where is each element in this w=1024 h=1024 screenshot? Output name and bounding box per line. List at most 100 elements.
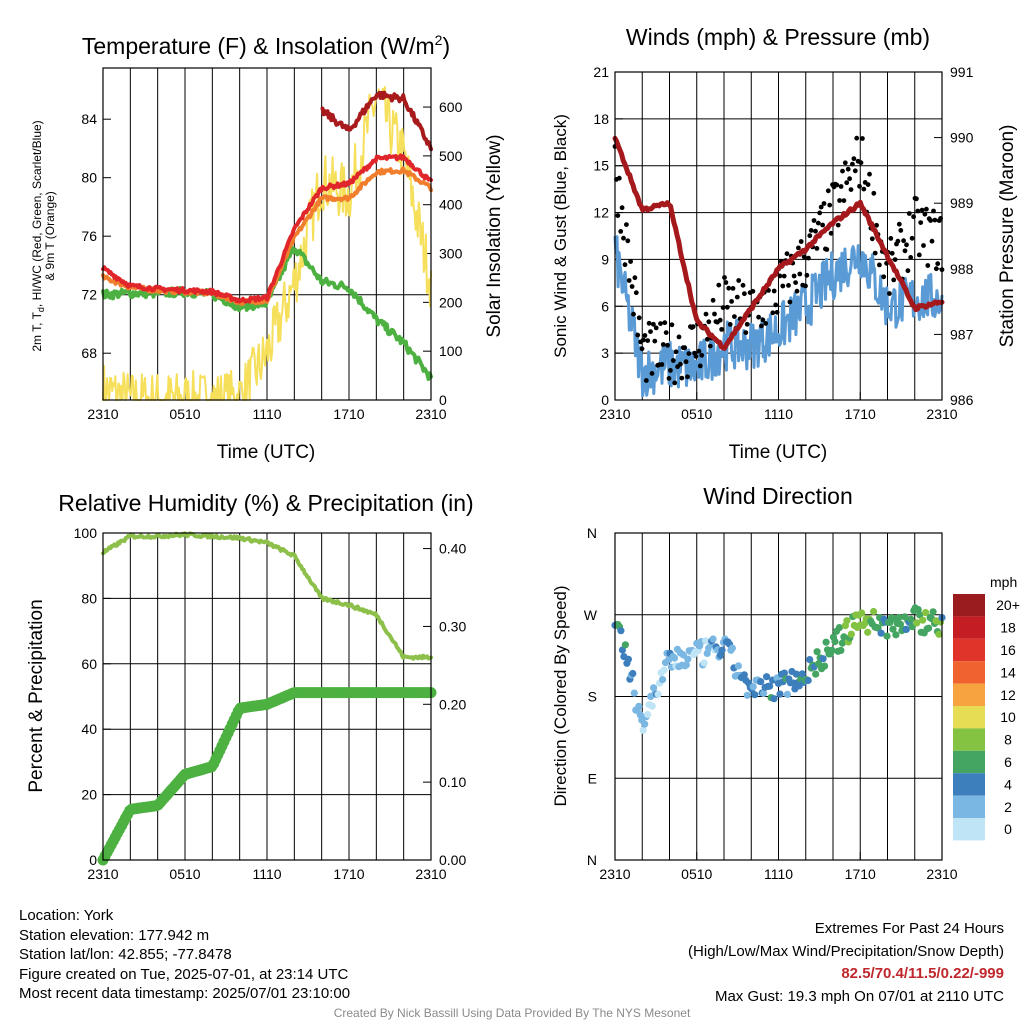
gust-dot: [871, 190, 877, 196]
y-tick-label: 76: [81, 228, 97, 244]
gust-dot: [719, 327, 724, 332]
direction-dot: [702, 637, 710, 645]
wind-y2label: Station Pressure (Maroon): [997, 125, 1018, 348]
svg-text:2m T, Td, HI/WC (Red, Green, S: 2m T, Td, HI/WC (Red, Green, Scarlet/Blu…: [30, 120, 46, 351]
y2-tick-label: 988: [950, 261, 974, 277]
colorbar-swatch: [953, 750, 985, 774]
x-tick-label: 0510: [169, 406, 200, 422]
y2-tick-label: 0.10: [439, 774, 466, 790]
colorbar-label: 14: [1000, 664, 1016, 680]
gust-dot: [774, 309, 780, 315]
x-tick-label: 1110: [252, 406, 281, 422]
y2-tick-label: 0: [439, 392, 447, 408]
y2-tick-label: 200: [439, 294, 463, 310]
temperature-panel: 2310 0510 1110 1710 2310 68 72 76 80 84 0 100 200 300…: [81, 67, 463, 422]
gust-dot: [815, 220, 821, 226]
temp-title: Temperature (F) & Insolation (W/m2): [82, 32, 450, 59]
gust-dot: [621, 235, 626, 241]
gust-dot: [643, 378, 649, 383]
y2-tick-label: 986: [950, 392, 974, 408]
direction-dot: [916, 611, 924, 619]
gust-dot: [813, 228, 818, 234]
gust-dot: [633, 290, 639, 296]
x-tick-label: 2310: [599, 406, 630, 422]
gust-dot: [720, 305, 726, 310]
gust-dot: [818, 204, 824, 210]
gust-dot: [682, 345, 688, 351]
gust-dot: [860, 136, 865, 141]
gust-dot: [867, 171, 872, 177]
y2-tick-label: 0.30: [439, 618, 466, 634]
gust-dot: [730, 286, 736, 291]
gust-dot: [659, 362, 665, 367]
gust-dot: [668, 368, 673, 373]
gust-dot: [710, 297, 716, 303]
y-tick-label: 6: [601, 298, 609, 314]
gust-dot: [665, 342, 670, 348]
y2-tick-label: 991: [950, 64, 974, 80]
gust-dot: [727, 322, 733, 327]
direction-dot: [751, 691, 759, 699]
gust-dot: [649, 371, 655, 376]
direction-dot: [870, 607, 878, 616]
gust-dot: [845, 166, 851, 172]
gust-dot: [690, 324, 696, 330]
direction-dot: [935, 630, 943, 638]
direction-dot: [843, 617, 851, 625]
y2-tick-label: 0.20: [439, 696, 466, 712]
gust-dot: [736, 278, 742, 283]
x-tick-label: 1710: [845, 406, 876, 422]
gust-dot: [911, 214, 916, 220]
colorbar-label: 2: [1004, 799, 1012, 815]
gust-dot: [932, 217, 938, 223]
gust-dot: [892, 257, 898, 262]
gust-dot: [842, 160, 848, 166]
x-tick-label: 1710: [333, 866, 364, 882]
gust-dot: [666, 376, 672, 381]
x-tick-label: 0510: [681, 406, 712, 422]
gust-dot: [619, 205, 625, 211]
gust-dot: [760, 317, 766, 323]
extremes-title: Extremes For Past 24 Hours: [814, 920, 1004, 937]
y-tick-label: 15: [593, 158, 609, 174]
direction-dot: [864, 628, 872, 636]
gust-dot: [740, 282, 746, 288]
gust-dot: [639, 346, 645, 352]
gust-dot: [683, 359, 689, 365]
y-tick-label: 20: [81, 787, 97, 803]
gust-dot: [908, 255, 914, 260]
y-tick-label: 9: [601, 251, 609, 267]
gust-dot: [662, 320, 668, 326]
gust-dot: [918, 220, 924, 226]
plot-frame: [102, 67, 432, 401]
direction-dot: [728, 644, 737, 652]
gust-dot: [847, 176, 852, 182]
direction-dot: [858, 609, 866, 617]
direction-dot: [644, 710, 652, 719]
direction-dot: [629, 669, 637, 678]
y2-tick-label: 0.00: [439, 852, 466, 868]
direction-dot: [831, 638, 839, 646]
y-tick-label: 0: [601, 392, 609, 408]
direction-tick-label: N: [587, 525, 597, 541]
temp-ylabel: 2m T, Td, HI/WC (Red, Green, Scarlet/Blu…: [30, 120, 57, 351]
gust-dot: [706, 319, 712, 325]
y-tick-label: 80: [81, 170, 97, 186]
direction-dot: [895, 614, 903, 622]
gust-dot: [914, 196, 919, 202]
gust-dot: [857, 183, 862, 189]
direction-dot: [749, 683, 757, 691]
colorbar-swatch: [953, 728, 985, 751]
direction-dot: [837, 646, 845, 655]
x-tick-label: 1110: [252, 866, 281, 882]
direction-dot: [757, 678, 765, 686]
gust-dot: [723, 280, 729, 285]
gust-dot: [791, 273, 797, 279]
gust-dot: [877, 262, 882, 268]
direction-dot: [902, 625, 910, 634]
gust-dot: [635, 332, 641, 338]
recent-text: Most recent data timestamp: 2025/07/01 2…: [19, 985, 351, 1002]
direction-tick-label: N: [587, 852, 597, 868]
